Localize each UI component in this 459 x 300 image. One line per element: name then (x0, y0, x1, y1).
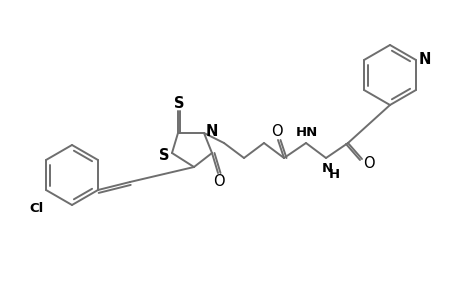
Text: HN: HN (295, 127, 318, 140)
Text: O: O (363, 155, 374, 170)
Text: Cl: Cl (29, 202, 43, 215)
Text: N: N (205, 124, 218, 140)
Text: O: O (213, 175, 224, 190)
Text: N: N (321, 163, 332, 176)
Text: H: H (328, 169, 339, 182)
Text: O: O (271, 124, 282, 140)
Text: S: S (174, 95, 184, 110)
Text: S: S (158, 148, 169, 163)
Text: N: N (418, 52, 430, 67)
